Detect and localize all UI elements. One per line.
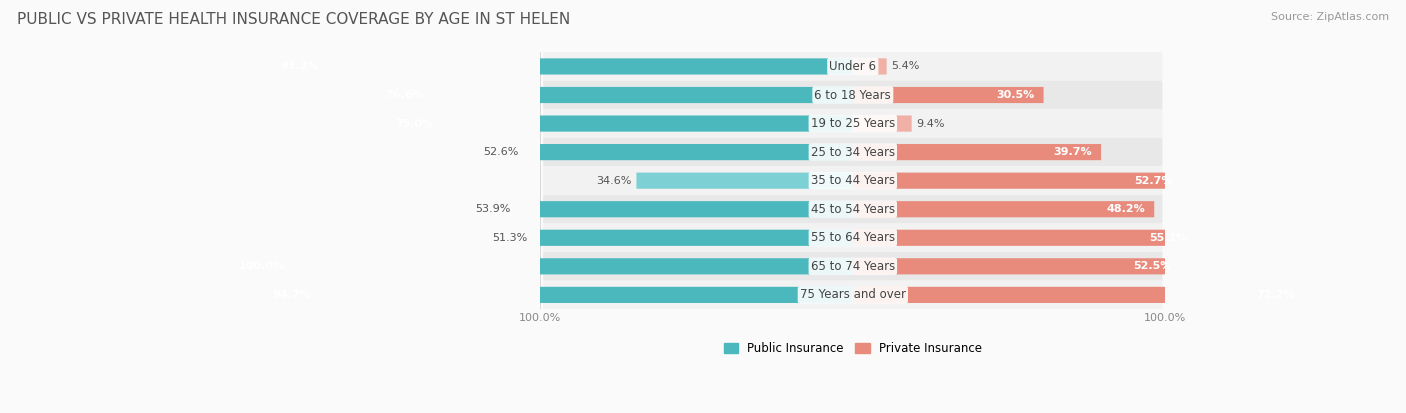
Text: 100.0%: 100.0%: [239, 261, 285, 271]
FancyBboxPatch shape: [853, 144, 1101, 160]
Text: 55 to 64 Years: 55 to 64 Years: [811, 231, 894, 244]
FancyBboxPatch shape: [543, 195, 1163, 223]
FancyBboxPatch shape: [260, 287, 853, 303]
Text: PUBLIC VS PRIVATE HEALTH INSURANCE COVERAGE BY AGE IN ST HELEN: PUBLIC VS PRIVATE HEALTH INSURANCE COVER…: [17, 12, 569, 27]
Text: 75 Years and over: 75 Years and over: [800, 288, 905, 301]
FancyBboxPatch shape: [853, 173, 1182, 189]
Legend: Public Insurance, Private Insurance: Public Insurance, Private Insurance: [718, 337, 987, 360]
FancyBboxPatch shape: [543, 109, 1163, 138]
FancyBboxPatch shape: [853, 87, 1043, 103]
FancyBboxPatch shape: [543, 252, 1163, 280]
FancyBboxPatch shape: [543, 52, 1163, 81]
FancyBboxPatch shape: [543, 81, 1163, 109]
Text: 48.2%: 48.2%: [1107, 204, 1144, 214]
Text: 45 to 54 Years: 45 to 54 Years: [811, 203, 894, 216]
FancyBboxPatch shape: [853, 287, 1305, 303]
Text: 93.3%: 93.3%: [281, 62, 319, 71]
FancyBboxPatch shape: [853, 258, 1181, 274]
FancyBboxPatch shape: [531, 230, 853, 246]
FancyBboxPatch shape: [384, 116, 853, 132]
Text: 72.2%: 72.2%: [1256, 290, 1295, 300]
Text: 19 to 25 Years: 19 to 25 Years: [811, 117, 896, 130]
FancyBboxPatch shape: [853, 201, 1154, 217]
FancyBboxPatch shape: [270, 58, 853, 74]
Text: 52.6%: 52.6%: [484, 147, 519, 157]
Text: 30.5%: 30.5%: [995, 90, 1035, 100]
Text: 25 to 34 Years: 25 to 34 Years: [811, 146, 894, 159]
Text: 9.4%: 9.4%: [917, 119, 945, 128]
FancyBboxPatch shape: [543, 280, 1163, 309]
FancyBboxPatch shape: [853, 58, 887, 74]
Text: 35 to 44 Years: 35 to 44 Years: [811, 174, 894, 187]
Text: 55.1%: 55.1%: [1150, 233, 1188, 243]
FancyBboxPatch shape: [637, 173, 853, 189]
Text: 51.3%: 51.3%: [492, 233, 527, 243]
Text: 39.7%: 39.7%: [1053, 147, 1091, 157]
Text: 76.6%: 76.6%: [385, 90, 425, 100]
FancyBboxPatch shape: [374, 87, 853, 103]
FancyBboxPatch shape: [543, 138, 1163, 166]
Text: 6 to 18 Years: 6 to 18 Years: [814, 88, 891, 102]
Text: 34.6%: 34.6%: [596, 176, 631, 186]
Text: 53.9%: 53.9%: [475, 204, 510, 214]
FancyBboxPatch shape: [853, 116, 911, 132]
FancyBboxPatch shape: [543, 166, 1163, 195]
FancyBboxPatch shape: [853, 230, 1198, 246]
Text: 52.5%: 52.5%: [1133, 261, 1171, 271]
FancyBboxPatch shape: [516, 201, 853, 217]
FancyBboxPatch shape: [543, 223, 1163, 252]
Text: 94.7%: 94.7%: [271, 290, 311, 300]
Text: Under 6: Under 6: [830, 60, 876, 73]
Text: 52.7%: 52.7%: [1135, 176, 1173, 186]
FancyBboxPatch shape: [524, 144, 853, 160]
Text: 5.4%: 5.4%: [891, 62, 920, 71]
Text: Source: ZipAtlas.com: Source: ZipAtlas.com: [1271, 12, 1389, 22]
FancyBboxPatch shape: [228, 258, 853, 274]
Text: 75.0%: 75.0%: [395, 119, 433, 128]
Text: 65 to 74 Years: 65 to 74 Years: [811, 260, 896, 273]
